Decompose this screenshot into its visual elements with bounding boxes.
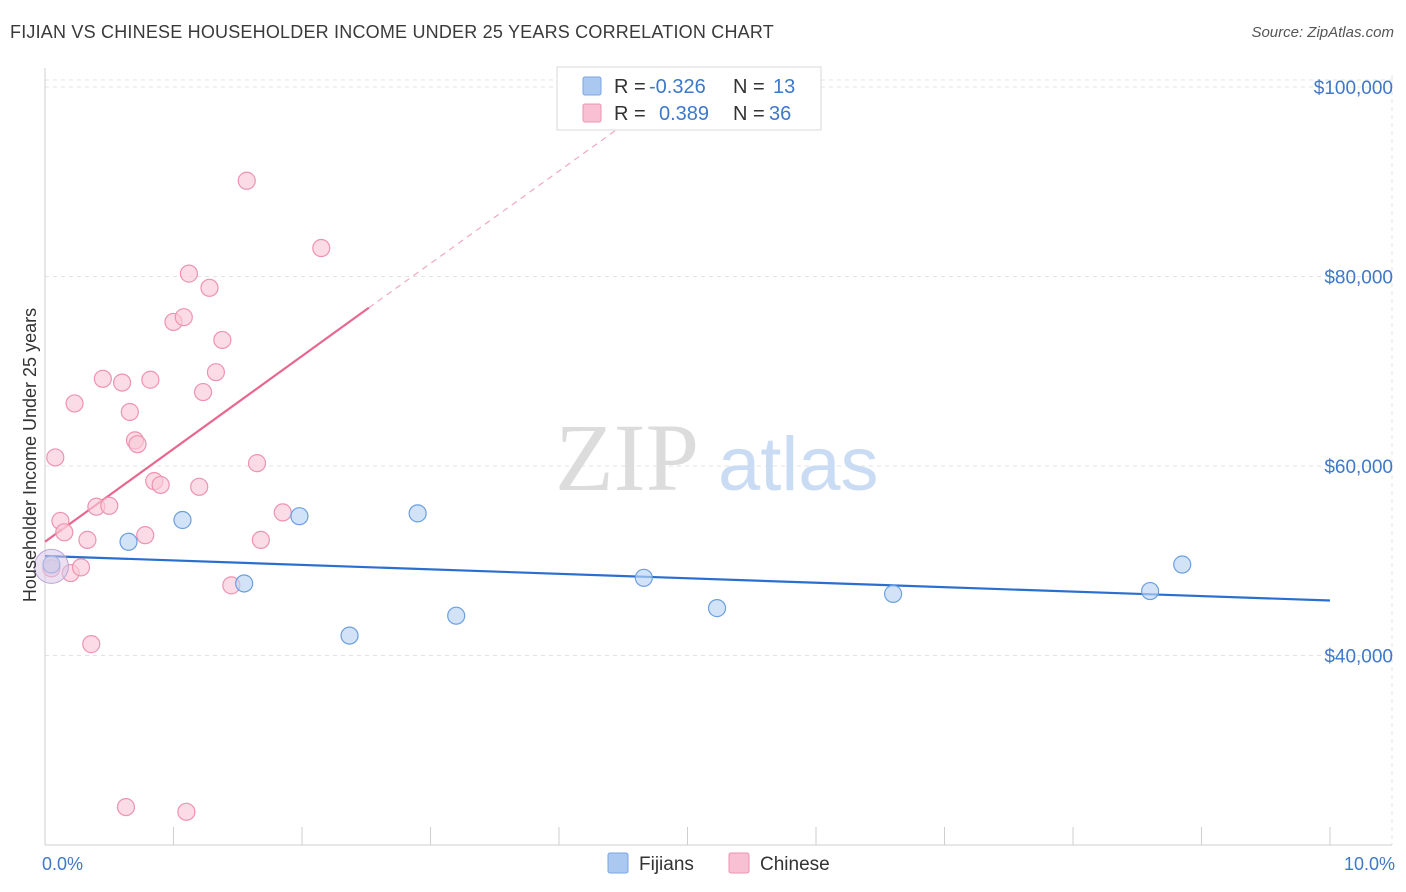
trend-line-fijians bbox=[44, 554, 1331, 602]
legend-n-label: N = bbox=[733, 76, 765, 98]
point-fijians bbox=[290, 507, 309, 526]
legend-n-value: 36 bbox=[769, 103, 791, 125]
legend-swatch-chinese bbox=[582, 103, 602, 123]
legend-row-fijians: R = -0.326 N = 13 bbox=[582, 76, 795, 98]
axes bbox=[44, 68, 1392, 846]
point-fijians bbox=[707, 599, 727, 618]
watermark: ZIP atlas bbox=[555, 404, 879, 511]
bottom-legend-label-chinese: Chinese bbox=[760, 854, 830, 875]
point-chinese bbox=[65, 394, 84, 413]
legend-box: R = -0.326 N = 13 R = 0.389 N = 36 bbox=[556, 66, 822, 131]
x-tick-label: 10.0% bbox=[1344, 854, 1395, 874]
point-chinese bbox=[200, 278, 219, 297]
point-chinese bbox=[151, 475, 170, 495]
point-chinese bbox=[78, 530, 97, 549]
point-chinese bbox=[136, 526, 155, 545]
point-cluster bbox=[33, 548, 69, 584]
point-chinese bbox=[251, 530, 270, 549]
point-fijians bbox=[340, 626, 359, 645]
point-chinese bbox=[82, 635, 101, 654]
trend-extension-chinese bbox=[368, 124, 624, 309]
point-chinese bbox=[247, 454, 267, 473]
legend-r-label: R = bbox=[614, 76, 646, 98]
point-fijians bbox=[235, 574, 254, 593]
point-chinese bbox=[116, 797, 136, 817]
point-chinese bbox=[312, 238, 331, 258]
point-chinese bbox=[206, 363, 226, 382]
point-chinese bbox=[55, 523, 74, 542]
point-chinese bbox=[273, 503, 292, 522]
point-chinese bbox=[46, 448, 65, 467]
trend-lines bbox=[44, 124, 1331, 602]
point-chinese bbox=[141, 370, 160, 389]
point-chinese bbox=[112, 373, 132, 392]
bottom-legend-label-fijians: Fijians bbox=[639, 854, 694, 875]
point-fijians bbox=[447, 606, 466, 625]
point-fijians bbox=[173, 510, 192, 530]
point-chinese bbox=[177, 802, 196, 821]
point-chinese bbox=[179, 264, 199, 283]
point-fijians bbox=[883, 584, 903, 603]
point-fijians bbox=[408, 504, 427, 523]
point-chinese bbox=[120, 402, 139, 422]
watermark-zip: ZIP bbox=[555, 404, 699, 511]
point-chinese bbox=[93, 369, 112, 388]
legend-r-label: R = bbox=[614, 103, 646, 125]
y-tick-label: $100,000 bbox=[1314, 78, 1393, 99]
chart-title: FIJIAN VS CHINESE HOUSEHOLDER INCOME UND… bbox=[10, 22, 774, 42]
point-chinese bbox=[100, 496, 119, 515]
y-tick-label: $60,000 bbox=[1324, 457, 1393, 478]
x-tick-label: 0.0% bbox=[42, 854, 83, 874]
point-chinese bbox=[213, 330, 232, 350]
y-tick-label: $40,000 bbox=[1324, 646, 1393, 667]
bottom-legend: Fijians Chinese bbox=[607, 852, 830, 875]
bottom-legend-swatch-chinese bbox=[728, 852, 750, 874]
bottom-legend-swatch-fijians bbox=[607, 852, 629, 874]
point-chinese bbox=[174, 308, 193, 327]
legend-n-value: 13 bbox=[773, 76, 795, 98]
y-tick-label: $80,000 bbox=[1324, 267, 1393, 288]
point-fijians bbox=[1140, 581, 1160, 601]
source-label: Source: ZipAtlas.com bbox=[1251, 24, 1394, 41]
legend-r-value: 0.389 bbox=[659, 103, 709, 125]
point-chinese bbox=[237, 171, 256, 190]
data-points bbox=[33, 171, 1192, 821]
legend-row-chinese: R = 0.389 N = 36 bbox=[582, 103, 791, 125]
point-fijians bbox=[1173, 555, 1192, 574]
legend-r-value: -0.326 bbox=[649, 76, 706, 98]
point-fijians bbox=[119, 532, 138, 551]
legend-swatch-fijians bbox=[582, 76, 602, 96]
watermark-atlas: atlas bbox=[718, 422, 879, 507]
point-fijians bbox=[634, 568, 653, 587]
point-chinese bbox=[193, 382, 213, 402]
legend-n-label: N = bbox=[733, 103, 765, 125]
tick-labels: $40,000 $60,000 $80,000 $100,000 0.0% 10.0% bbox=[42, 78, 1395, 874]
point-chinese bbox=[190, 477, 209, 496]
point-chinese bbox=[128, 435, 147, 454]
point-chinese bbox=[71, 558, 91, 577]
y-axis-label: Householder Income Under 25 years bbox=[20, 308, 40, 602]
